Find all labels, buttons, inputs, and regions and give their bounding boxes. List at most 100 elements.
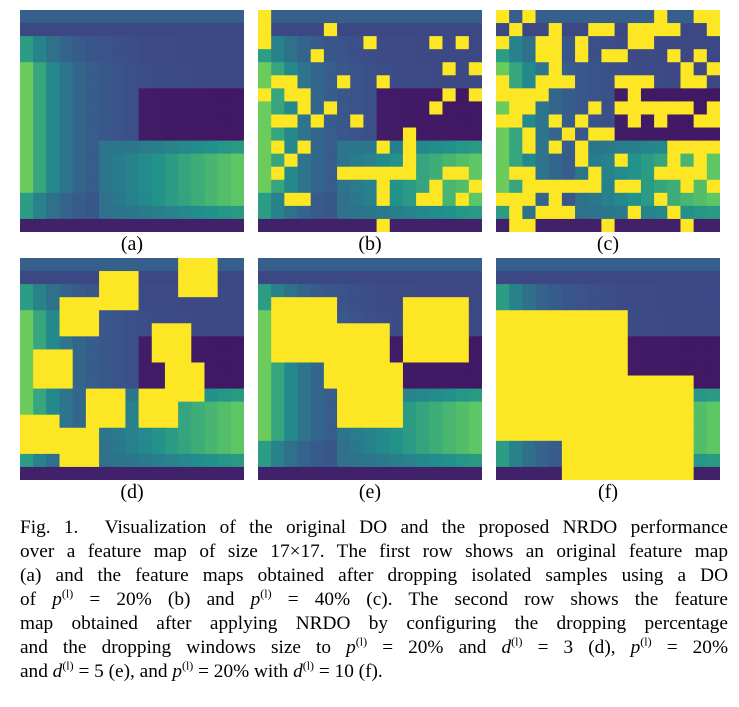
heatmap-cell (125, 271, 140, 285)
heatmap-cell (271, 218, 285, 232)
heatmap-cell (402, 401, 417, 416)
heatmap-cell (46, 284, 61, 298)
heatmap-cell (284, 75, 299, 89)
heatmap-cell (164, 205, 179, 220)
heatmap-cell (72, 401, 87, 416)
heatmap-cell (535, 349, 550, 363)
heatmap-cell (561, 323, 576, 337)
heatmap-cell (429, 88, 443, 102)
heatmap-cell (20, 440, 34, 455)
heatmap-cell (442, 284, 457, 298)
heatmap-cell (125, 323, 140, 337)
heatmap-cell (72, 218, 87, 232)
heatmap-cell (654, 375, 668, 390)
heatmap-cell (350, 49, 364, 63)
heatmap-cell (33, 114, 47, 129)
heatmap-cell (230, 62, 244, 76)
heatmap-cell (693, 140, 708, 155)
heatmap-cell (429, 49, 443, 63)
heatmap-cell (614, 140, 629, 155)
heatmap-cell (693, 10, 708, 24)
heatmap-cell (297, 192, 312, 207)
heatmap-cell (588, 192, 602, 207)
heatmap-cell (217, 62, 232, 76)
heatmap-cell (337, 75, 351, 89)
heatmap-cell (191, 23, 205, 37)
heatmap-cell (178, 36, 192, 50)
heatmap-cell (416, 23, 430, 37)
heatmap-cell (297, 205, 312, 220)
heatmap-cell (310, 75, 325, 89)
heatmap-cell (667, 166, 681, 181)
heatmap-cell (706, 271, 720, 285)
heatmap-cell (138, 271, 153, 285)
heatmap-cell (667, 440, 681, 455)
heatmap-cell (522, 388, 537, 403)
heatmap-cell (125, 127, 140, 142)
heatmap-cell (429, 75, 443, 89)
heatmap-cell (376, 179, 391, 194)
heatmap-cell (496, 466, 510, 480)
heatmap-cell (125, 166, 140, 181)
heatmap-cell (416, 323, 430, 337)
heatmap-cell (601, 140, 616, 155)
heatmap-cell (509, 205, 523, 220)
heatmap-cell (376, 127, 391, 142)
heatmap-cell (522, 153, 537, 168)
heatmap-cell (204, 36, 219, 50)
heatmap-cell (178, 271, 192, 285)
heatmap-cell (284, 427, 299, 442)
heatmap-cell (230, 140, 244, 155)
heatmap-cell (706, 297, 720, 311)
heatmap-cell (509, 166, 523, 181)
heatmap-cell (151, 466, 166, 480)
heatmap-cell (429, 375, 443, 390)
heatmap-cell (654, 349, 668, 363)
heatmap-cell (310, 36, 325, 50)
heatmap-cell (535, 75, 550, 89)
heatmap-cell (46, 205, 61, 220)
heatmap-cell (164, 75, 179, 89)
heatmap-cell (310, 205, 325, 220)
heatmap-cell (85, 453, 100, 468)
heatmap-cell (85, 140, 100, 155)
heatmap-cell (164, 375, 179, 390)
heatmap-cell (310, 271, 325, 285)
heatmap-cell (284, 401, 299, 416)
heatmap-cell (178, 179, 192, 194)
heatmap-cell (297, 349, 312, 363)
heatmap-cell (654, 127, 668, 142)
heatmap-cell (337, 401, 351, 416)
heatmap-cell (601, 75, 616, 89)
heatmap-cell (654, 62, 668, 76)
heatmap-cell (614, 192, 629, 207)
heatmap-cell (680, 49, 695, 63)
heatmap-cell (323, 101, 338, 115)
heatmap-cell (258, 101, 272, 115)
heatmap-cell (416, 205, 430, 220)
heatmap-cell (350, 271, 364, 285)
heatmap-cell (535, 49, 550, 63)
heatmap-cell (217, 88, 232, 102)
heatmap-cell (614, 388, 629, 403)
heatmap-cell (548, 205, 563, 220)
heatmap-cell (522, 101, 537, 115)
heatmap-cell (204, 101, 219, 115)
heatmap-cell (138, 297, 153, 311)
heatmap-cell (20, 166, 34, 181)
heatmap-cell (191, 284, 205, 298)
heatmap-cell (125, 362, 140, 377)
heatmap-cell (575, 440, 589, 455)
heatmap-cell (46, 218, 61, 232)
heatmap-cell (468, 23, 482, 37)
heatmap-cell (640, 414, 655, 429)
heatmap-cell (85, 153, 100, 168)
heatmap-cell (601, 427, 616, 442)
heatmap-cell (164, 23, 179, 37)
heatmap-cell (429, 362, 443, 377)
heatmap-cell (164, 284, 179, 298)
heatmap-cell (402, 140, 417, 155)
heatmap-cell (614, 336, 629, 350)
heatmap-cell (350, 323, 364, 337)
heatmap-cell (376, 297, 391, 311)
